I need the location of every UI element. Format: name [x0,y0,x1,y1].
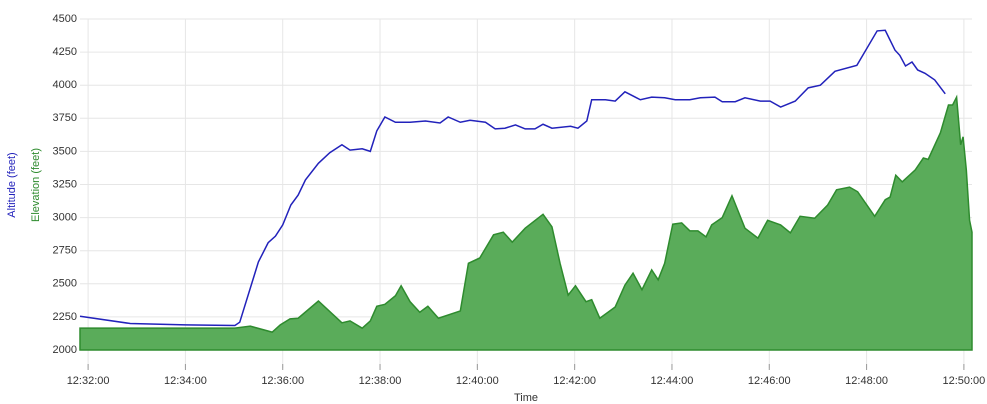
y-axis-label: Elevation (feet) [30,148,42,222]
y-tick-label: 3750 [53,112,77,124]
y-tick-label: 4500 [53,13,77,25]
x-tick-label: 12:36:00 [261,375,304,387]
y-tick-label: 3250 [53,178,77,190]
x-tick-label: 12:46:00 [748,375,791,387]
x-tick-label: 12:48:00 [845,375,888,387]
y-tick-label: 2500 [53,278,77,290]
y-axis-label: Altitude (feet) [6,152,18,217]
y-tick-label: 2250 [53,311,77,323]
y-tick-label: 3500 [53,145,77,157]
y-tick-label: 4250 [53,46,77,58]
y-tick-label: 2750 [53,245,77,257]
line [79,29,946,327]
x-tick-label: 12:42:00 [553,375,596,387]
y-tick-label: 4000 [53,79,77,91]
x-tick-label: 12:32:00 [67,375,110,387]
x-tick-label: 12:40:00 [456,375,499,387]
x-tick-label: 12:44:00 [651,375,694,387]
y-tick-label: 2000 [53,344,77,356]
area [79,94,973,351]
y-tick-label: 3000 [53,212,77,224]
x-tick-label: 12:50:00 [942,375,985,387]
x-tick-label: 12:34:00 [164,375,207,387]
x-tick-label: 12:38:00 [359,375,402,387]
x-axis-label: Time [514,392,538,404]
